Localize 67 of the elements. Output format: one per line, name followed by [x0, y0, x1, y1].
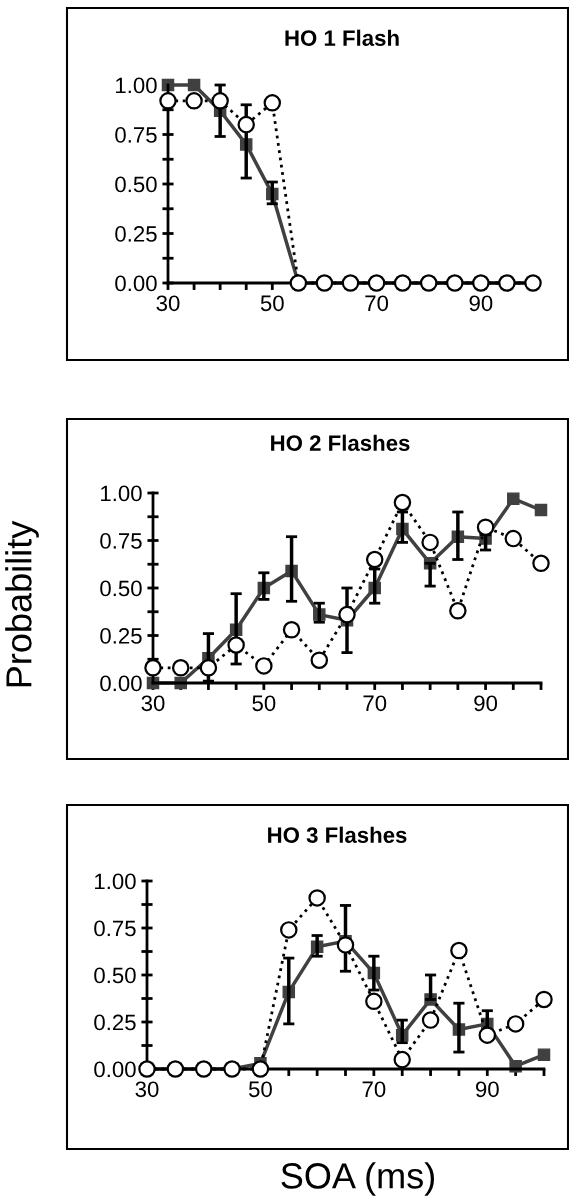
y-axis-title: Probability — [5, 520, 39, 687]
point — [263, 94, 282, 112]
x-axis-title: SOA (ms) — [281, 1162, 435, 1196]
point — [365, 992, 383, 1011]
x-tick-label: 90 — [474, 695, 498, 712]
point — [255, 657, 273, 675]
chart-title: HO 3 Flashes — [268, 826, 407, 843]
point — [237, 115, 255, 134]
x-tick-label: 30 — [156, 295, 180, 312]
x-tick-label: 50 — [252, 695, 276, 712]
point — [310, 651, 329, 669]
point — [159, 92, 177, 110]
y-tick-label: 0.25 — [100, 628, 142, 644]
point — [504, 529, 523, 548]
point — [185, 92, 203, 110]
y-tick-label: 1.00 — [116, 77, 157, 94]
y-tick-label: 1.00 — [101, 485, 142, 502]
point — [187, 78, 201, 92]
chart-title: HO 1 Flash — [285, 29, 399, 46]
y-tick-label: 0.50 — [100, 580, 142, 597]
point — [211, 92, 229, 110]
x-tick-label: 90 — [475, 1081, 499, 1098]
point — [506, 1015, 525, 1033]
y-tick-label: 0.00 — [94, 1061, 136, 1078]
point — [507, 492, 520, 505]
y-tick-label: 0.75 — [115, 127, 157, 143]
point — [251, 1060, 270, 1078]
point — [393, 1050, 411, 1069]
point — [393, 493, 412, 512]
point — [532, 554, 550, 573]
y-tick-label: 0.75 — [94, 920, 136, 937]
point — [535, 990, 553, 1009]
x-tick-label: 30 — [141, 695, 165, 712]
y-tick-label: 0.75 — [100, 533, 142, 549]
point — [365, 550, 384, 569]
y-tick-label: 0.50 — [94, 967, 136, 984]
point — [421, 1011, 440, 1029]
point — [280, 921, 298, 939]
point — [478, 1026, 497, 1044]
y-tick-label: 0.50 — [115, 176, 157, 193]
point — [338, 605, 356, 624]
x-tick-label: 70 — [363, 695, 387, 712]
y-tick-label: 0.00 — [115, 275, 157, 292]
point — [144, 659, 162, 677]
chart-title: HO 2 Flashes — [271, 434, 410, 451]
point — [199, 659, 218, 677]
x-tick-label: 90 — [469, 295, 493, 312]
y-tick-label: 0.25 — [94, 1014, 136, 1031]
x-tick-label: 50 — [260, 295, 284, 312]
point — [227, 636, 245, 654]
x-tick-label: 30 — [135, 1081, 159, 1098]
point — [537, 1048, 551, 1061]
y-tick-label: 0.25 — [115, 226, 157, 242]
point — [171, 659, 190, 677]
y-tick-label: 1.00 — [95, 873, 136, 890]
point — [308, 889, 326, 907]
point — [282, 621, 301, 639]
x-tick-label: 70 — [362, 1081, 386, 1098]
point — [534, 503, 548, 517]
y-tick-label: 0.00 — [100, 675, 142, 692]
point — [450, 941, 468, 960]
x-tick-label: 50 — [248, 1081, 272, 1098]
x-tick-label: 70 — [365, 295, 389, 312]
point — [336, 936, 355, 954]
point — [421, 533, 439, 552]
point — [449, 602, 467, 620]
point — [476, 518, 495, 536]
